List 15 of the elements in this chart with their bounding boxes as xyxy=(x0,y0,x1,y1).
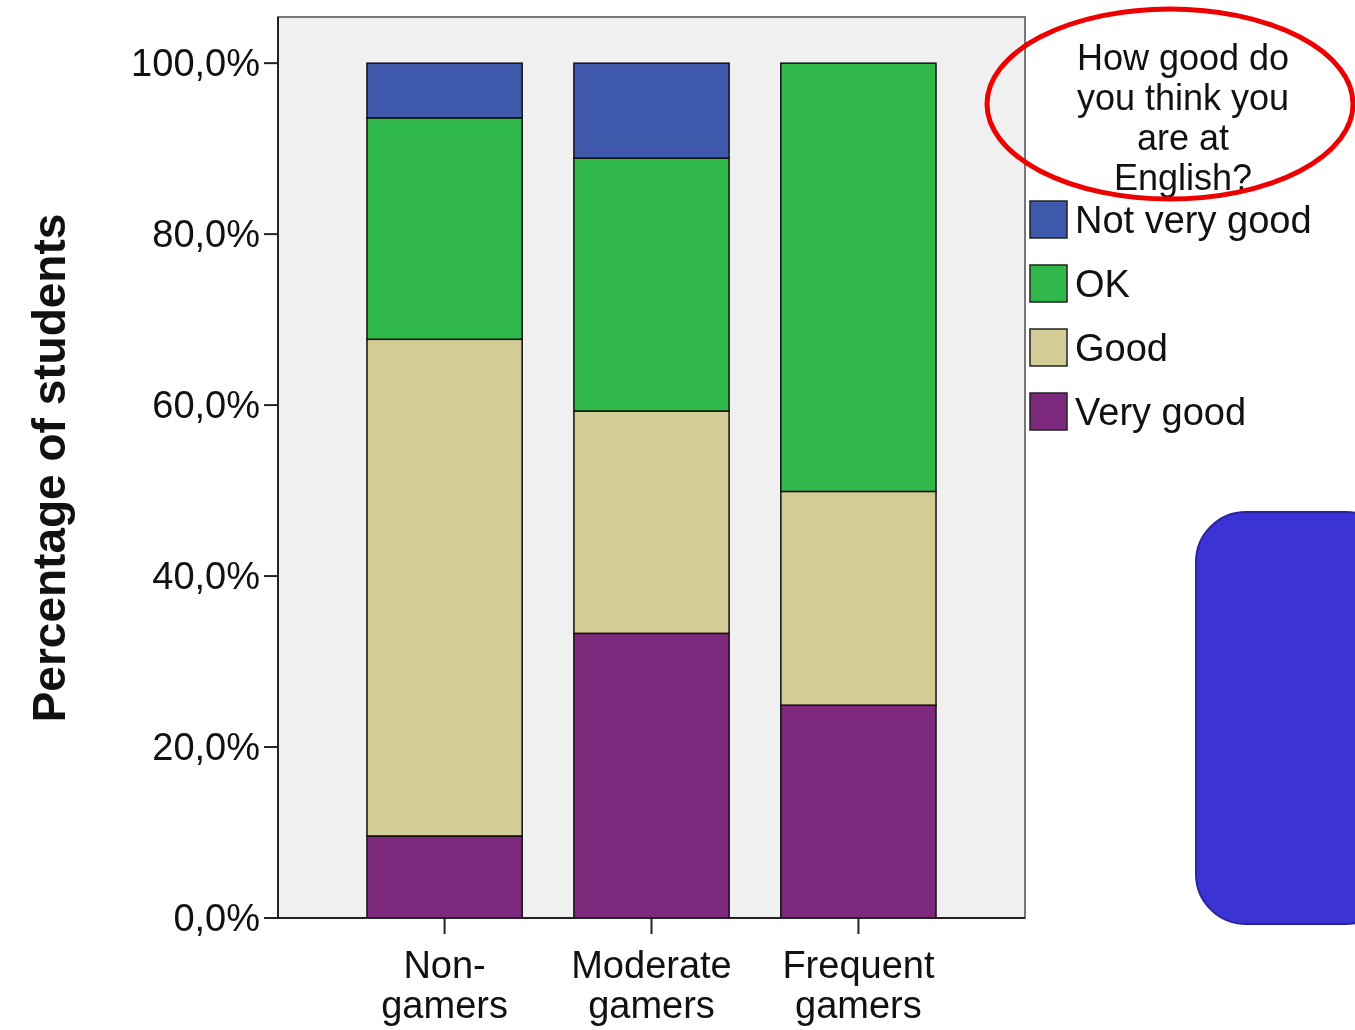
y-tick-label: 80,0% xyxy=(152,213,260,256)
x-tick-label: Moderate gamers xyxy=(571,944,732,1026)
y-tick-label: 100,0% xyxy=(131,42,260,85)
legend-label: OK xyxy=(1075,263,1130,306)
legend-label: Very good xyxy=(1075,391,1247,434)
y-axis-title: Percentage of students xyxy=(23,213,75,723)
legend-title: How good do you think you are at English? xyxy=(1076,37,1290,198)
x-tick-label: Non-gamers xyxy=(381,944,508,1026)
legend-label: Good xyxy=(1075,327,1168,370)
legend-label: Not very good xyxy=(1075,199,1312,242)
x-tick-label: Frequent gamers xyxy=(782,944,935,1026)
y-tick-label: 20,0% xyxy=(152,726,260,769)
y-tick-label: 60,0% xyxy=(152,384,260,427)
y-tick-label: 40,0% xyxy=(152,555,260,598)
y-tick-label: 0,0% xyxy=(173,897,260,940)
